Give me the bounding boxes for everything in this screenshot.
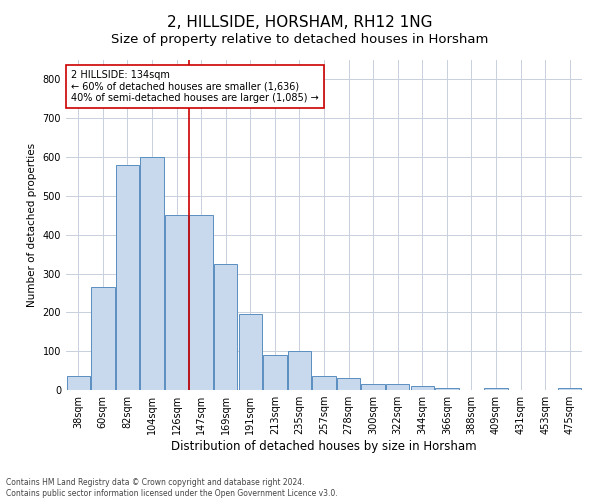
Bar bbox=[410, 386, 434, 390]
Bar bbox=[165, 216, 188, 390]
Bar bbox=[386, 384, 409, 390]
Bar bbox=[190, 216, 213, 390]
Text: 2, HILLSIDE, HORSHAM, RH12 1NG: 2, HILLSIDE, HORSHAM, RH12 1NG bbox=[167, 15, 433, 30]
X-axis label: Distribution of detached houses by size in Horsham: Distribution of detached houses by size … bbox=[171, 440, 477, 453]
Bar bbox=[435, 388, 458, 390]
Bar bbox=[140, 157, 164, 390]
Bar bbox=[91, 287, 115, 390]
Bar bbox=[484, 388, 508, 390]
Text: Size of property relative to detached houses in Horsham: Size of property relative to detached ho… bbox=[112, 32, 488, 46]
Bar bbox=[313, 376, 335, 390]
Bar bbox=[214, 264, 238, 390]
Bar bbox=[116, 165, 139, 390]
Bar bbox=[263, 355, 287, 390]
Y-axis label: Number of detached properties: Number of detached properties bbox=[27, 143, 37, 307]
Bar bbox=[239, 314, 262, 390]
Text: 2 HILLSIDE: 134sqm
← 60% of detached houses are smaller (1,636)
40% of semi-deta: 2 HILLSIDE: 134sqm ← 60% of detached hou… bbox=[71, 70, 319, 103]
Bar bbox=[67, 376, 90, 390]
Bar bbox=[558, 388, 581, 390]
Text: Contains HM Land Registry data © Crown copyright and database right 2024.
Contai: Contains HM Land Registry data © Crown c… bbox=[6, 478, 338, 498]
Bar bbox=[288, 351, 311, 390]
Bar bbox=[361, 384, 385, 390]
Bar bbox=[337, 378, 360, 390]
